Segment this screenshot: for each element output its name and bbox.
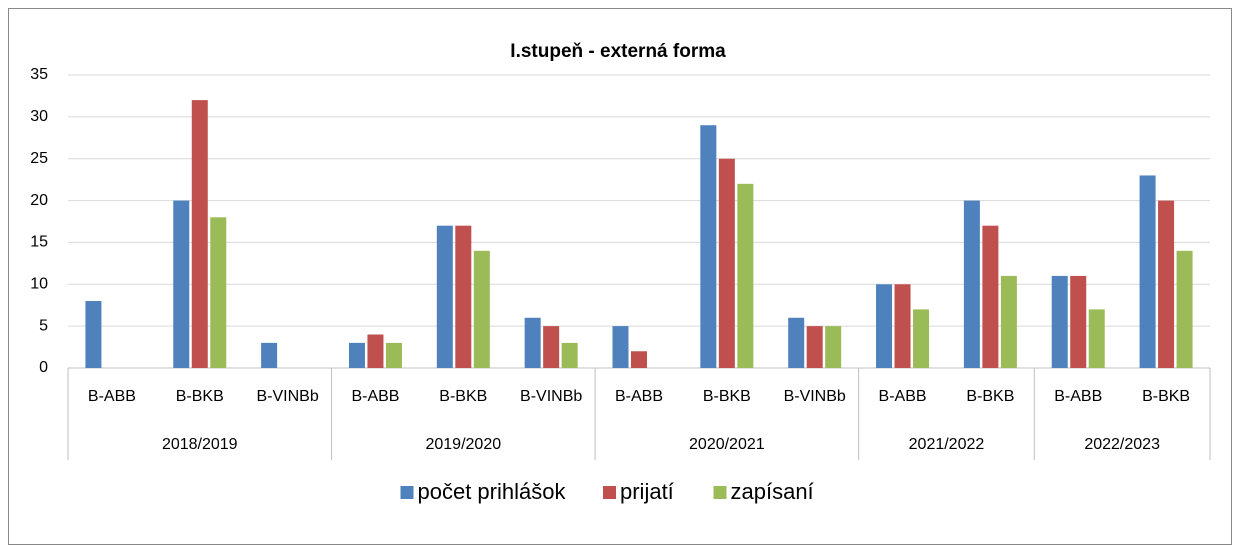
y-tick-label: 0: [39, 359, 48, 376]
bar: [348, 342, 365, 368]
x-tick-label: B-ABB: [1054, 388, 1102, 405]
x-tick-label: B-BKB: [703, 388, 751, 405]
x-tick-label: B-VINBb: [520, 388, 582, 405]
bar: [700, 125, 717, 368]
y-tick-label: 30: [30, 108, 48, 125]
bar: [173, 200, 190, 368]
bar: [1139, 175, 1156, 368]
bar: [718, 158, 735, 368]
bar: [737, 183, 754, 368]
legend-label: počet prihlášok: [418, 479, 567, 504]
x-tick-label: B-ABB: [879, 388, 927, 405]
y-tick-label: 15: [30, 234, 48, 251]
bar: [1051, 275, 1068, 368]
bar: [436, 225, 453, 368]
legend-label: prijatí: [620, 479, 674, 504]
bar: [524, 317, 541, 368]
bar: [210, 217, 227, 368]
bar: [913, 309, 930, 368]
x-tick-label: B-BKB: [176, 388, 224, 405]
bar: [1158, 200, 1175, 368]
bar: [806, 326, 823, 368]
x-tick-label: B-ABB: [88, 388, 136, 405]
legend-swatch: [713, 486, 727, 499]
x-tick-label: B-ABB: [615, 388, 663, 405]
legend-label: zapísaní: [731, 479, 814, 504]
bar: [473, 250, 490, 368]
group-label: 2021/2022: [909, 436, 985, 453]
bar: [894, 284, 911, 368]
bar: [367, 334, 384, 368]
legend-swatch: [603, 486, 616, 499]
bar: [982, 225, 999, 368]
x-tick-label: B-VINBb: [256, 388, 318, 405]
x-tick-label: B-ABB: [351, 388, 399, 405]
group-label: 2020/2021: [689, 436, 765, 453]
group-label: 2022/2023: [1084, 436, 1160, 453]
x-tick-label: B-BKB: [439, 388, 487, 405]
bar: [1176, 250, 1193, 368]
x-tick-label: B-BKB: [1142, 388, 1190, 405]
bar: [631, 351, 647, 368]
y-tick-label: 20: [30, 192, 48, 209]
x-tick-label: B-BKB: [966, 388, 1014, 405]
group-label: 2019/2020: [425, 436, 501, 453]
y-tick-label: 5: [39, 317, 48, 334]
bar: [612, 326, 629, 368]
bar: [261, 342, 278, 368]
bar: [385, 342, 402, 368]
bar: [1070, 275, 1087, 368]
bar: [191, 100, 208, 368]
bar: [825, 326, 842, 368]
bar: [561, 342, 578, 368]
bar: [85, 301, 102, 368]
y-tick-label: 35: [30, 66, 48, 83]
bar: [963, 200, 980, 368]
y-tick-label: 25: [30, 150, 48, 167]
legend-swatch: [400, 486, 414, 499]
chart-title: I.stupeň - externá forma: [510, 41, 726, 62]
bar: [1000, 275, 1017, 368]
x-tick-label: B-VINBb: [784, 388, 846, 405]
group-label: 2018/2019: [162, 436, 238, 453]
bar: [788, 317, 805, 368]
bar: [876, 284, 893, 368]
y-tick-label: 10: [30, 276, 48, 293]
bar: [1088, 309, 1105, 368]
bar: [455, 225, 472, 368]
bar: [543, 326, 560, 368]
